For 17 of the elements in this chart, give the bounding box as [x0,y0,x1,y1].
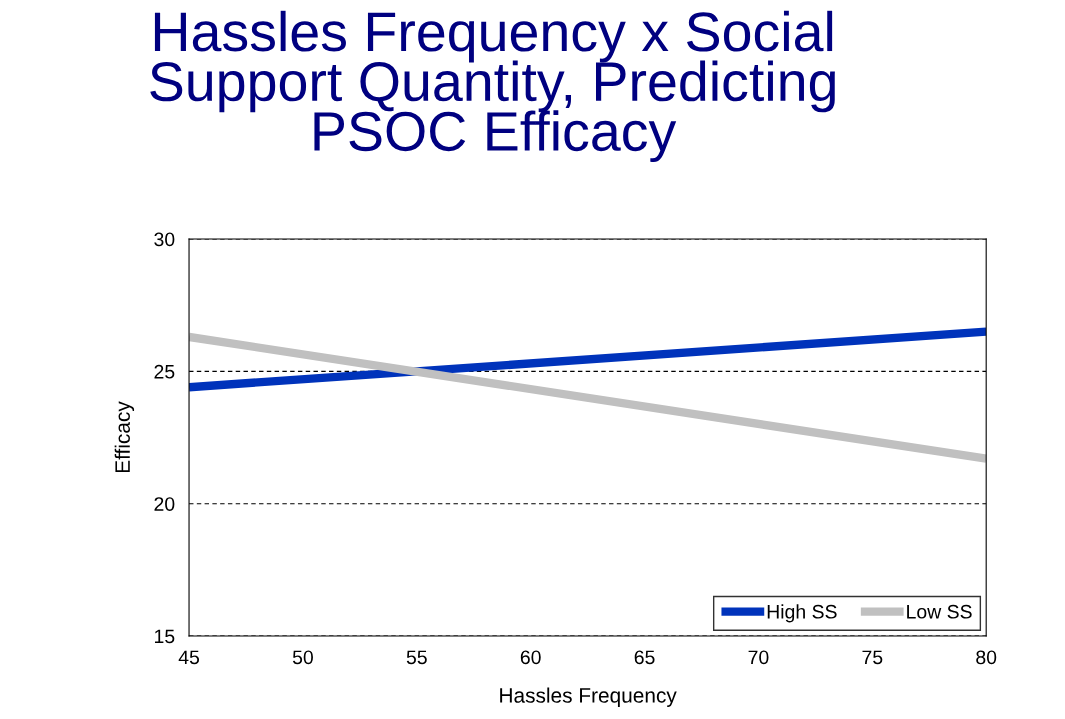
x-tick-label: 45 [178,650,200,665]
y-axis-title: Efficacy [114,401,135,473]
x-tick-label: 65 [634,650,655,665]
x-tick-label: 80 [976,650,997,665]
x-tick-label: 70 [748,650,769,665]
legend-label: High SS [767,604,837,623]
x-tick-label: 55 [406,650,427,665]
legend-label: Low SS [907,604,972,619]
y-tick-label: 20 [154,497,175,511]
x-tick-label: 60 [520,650,541,665]
x-tick-label: 50 [292,650,313,665]
x-tick-label: 75 [862,650,883,665]
y-tick-label: 25 [154,364,175,379]
y-tick-label: 30 [154,232,175,247]
y-tick-label: 15 [155,629,175,644]
x-axis-title: Hassles Frequency [500,687,677,707]
chart-title: Hassles Frequency x Social Support Quantity, Predicting PSOC Efficacy [150,10,835,163]
